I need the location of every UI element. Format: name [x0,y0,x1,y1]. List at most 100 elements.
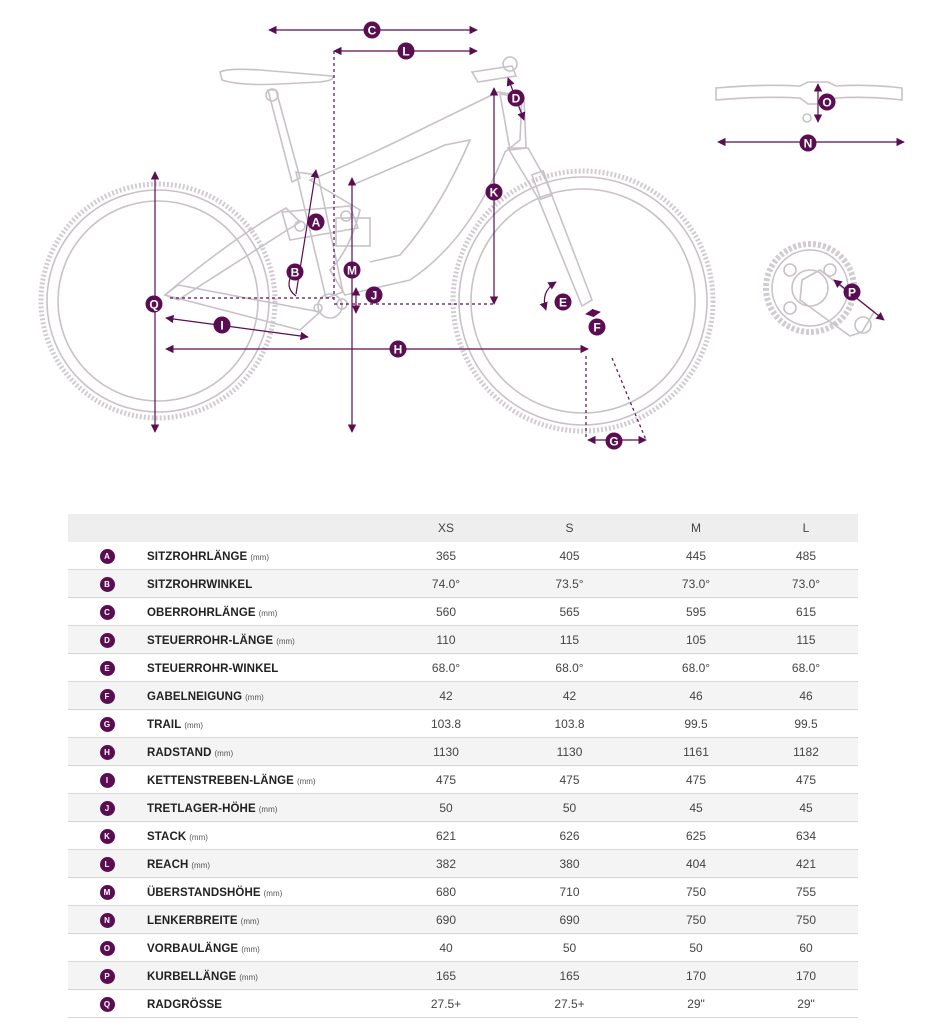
svg-text:P: P [848,286,856,300]
value-s: 405 [501,542,638,570]
table-row: D STEUERROHR-LÄNGE (mm) 110 115 105 115 [68,625,858,654]
marker-l: L [397,42,415,60]
rocker-link [280,205,360,241]
parameter-unit: (mm) [276,636,295,646]
seatpost [266,89,301,184]
parameter-name-cell: OBERROHRLÄNGE (mm) [146,597,391,626]
value-m: 750 [638,905,754,934]
value-s: 103.8 [501,709,638,738]
value-xs: 110 [391,625,501,654]
table-row: M ÜBERSTANDSHÖHE (mm) 680 710 750 755 [68,877,858,906]
diagram-markers: A B C D E F G H I J K L M N O P Q [145,21,861,450]
value-m: 73.0° [638,569,754,598]
parameter-name: SITZROHRLÄNGE [147,550,248,563]
marker-j: J [365,286,383,304]
value-s: 73.5° [501,569,638,598]
svg-text:E: E [559,296,567,310]
value-s: 380 [501,849,638,878]
row-badge-cell: I [68,765,146,794]
value-m: 68.0° [638,653,754,682]
parameter-letter-badge: F [99,688,115,704]
table-row: K STACK (mm) 621 626 625 634 [68,821,858,850]
svg-text:L: L [402,45,409,59]
row-badge-cell: Q [68,989,146,1018]
table-row: B SITZROHRWINKEL 74.0° 73.5° 73.0° 73.0° [68,569,858,598]
table-row: P KURBELLÄNGE (mm) 165 165 170 170 [68,961,858,990]
value-s: 27.5+ [501,989,638,1018]
handlebar-outline [715,81,903,123]
parameter-name: VORBAULÄNGE [147,942,239,955]
value-m: 50 [638,933,754,962]
value-l: 60 [754,933,858,962]
value-m: 595 [638,597,754,626]
parameter-name-cell: REACH (mm) [146,849,391,878]
svg-text:K: K [490,186,499,200]
marker-n: N [799,134,817,152]
table-header-row: XS S M L [68,514,858,542]
parameter-name-cell: LENKERBREITE (mm) [146,905,391,934]
value-m: 404 [638,849,754,878]
svg-text:C: C [368,24,377,38]
value-xs: 621 [391,821,501,850]
parameter-name-cell: STEUERROHR-LÄNGE (mm) [146,625,391,654]
table-row: A SITZROHRLÄNGE (mm) 365 405 445 485 [68,542,858,570]
parameter-unit: (mm) [263,888,283,898]
seat-stay [163,207,302,301]
value-m: 475 [638,765,754,794]
table-row: Q RADGRÖSSE 27.5+ 27.5+ 29" 29" [68,989,858,1018]
stem [470,65,518,83]
parameter-name: KETTENSTREBEN-LÄNGE [147,774,294,787]
parameter-name-cell: STACK (mm) [146,821,391,850]
size-header-s: S [501,514,638,542]
parameter-name: TRETLAGER-HÖHE [147,802,256,815]
parameter-name: RADSTAND [147,746,212,759]
row-badge-cell: L [68,849,146,878]
parameter-name-cell: ÜBERSTANDSHÖHE (mm) [146,877,391,906]
parameter-name: LENKERBREITE [147,914,238,927]
parameter-letter-badge: Q [99,996,115,1012]
value-l: 475 [754,765,858,794]
parameter-letter-badge: M [99,884,115,900]
parameter-unit: (mm) [189,832,208,842]
value-m: 1161 [638,737,754,766]
svg-text:B: B [291,266,300,280]
svg-text:O: O [822,96,831,110]
main-frame [308,91,523,296]
parameter-name-cell: SITZROHRWINKEL [146,569,391,598]
parameter-letter-badge: K [99,828,115,844]
marker-o: O [818,93,836,111]
marker-c: C [363,21,381,39]
parameter-name-cell: KETTENSTREBEN-LÄNGE (mm) [146,765,391,794]
table-row: I KETTENSTREBEN-LÄNGE (mm) 475 475 475 475 [68,765,858,794]
parameter-letter-badge: P [99,968,115,984]
marker-k: K [485,183,503,201]
table-row: J TRETLAGER-HÖHE (mm) 50 50 45 45 [68,793,858,822]
marker-q: Q [145,295,163,313]
svg-text:N: N [804,137,813,151]
row-badge-cell: C [68,597,146,626]
table-body: A SITZROHRLÄNGE (mm) 365 405 445 485 B SITZROHRW… [68,542,858,1018]
svg-text:M: M [347,264,357,278]
value-m: 99.5 [638,709,754,738]
svg-text:D: D [512,92,521,106]
row-badge-cell: G [68,709,146,738]
parameter-unit: (mm) [296,776,316,786]
row-badge-cell: P [68,961,146,990]
value-s: 626 [501,821,638,850]
row-badge-cell: F [68,681,146,710]
row-badge-cell: O [68,933,146,962]
value-xs: 42 [391,681,501,710]
parameter-name: STEUERROHR-LÄNGE [147,634,274,647]
front-wheel [450,168,716,434]
parameter-letter-badge: D [99,632,115,648]
parameter-name: RADGRÖSSE [147,998,223,1011]
value-xs: 40 [391,933,501,962]
table-row: E STEUERROHR-WINKEL 68.0° 68.0° 68.0° 68.0° [68,653,858,682]
parameter-unit: (mm) [184,720,204,730]
marker-d: D [507,89,525,107]
value-l: 45 [754,793,858,822]
marker-p: P [843,283,861,301]
value-s: 690 [501,905,638,934]
value-s: 115 [501,625,638,654]
value-m: 45 [638,793,754,822]
